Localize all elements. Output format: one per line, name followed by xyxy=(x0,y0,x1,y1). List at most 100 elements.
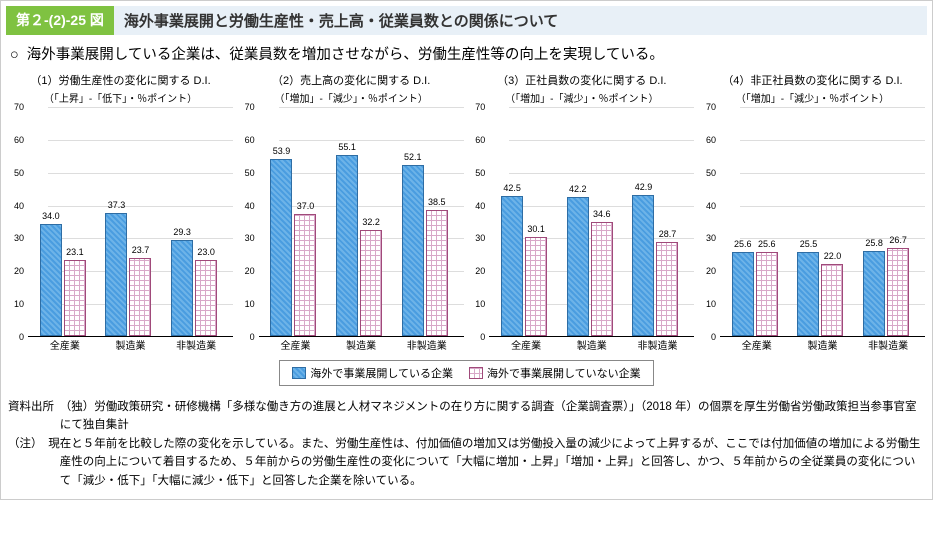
bar-group: 42.5 30.1 xyxy=(501,196,551,336)
x-label: 全産業 xyxy=(40,337,90,352)
bar-a: 25.6 xyxy=(732,252,754,336)
x-labels: 全産業 製造業非製造業 xyxy=(489,337,694,352)
x-label: 非製造業 xyxy=(632,337,682,352)
y-tick: 70 xyxy=(14,102,24,112)
legend-item-b: 海外で事業展開していない企業 xyxy=(469,365,641,381)
bar-a: 25.5 xyxy=(797,252,819,336)
bar-group: 55.132.2 xyxy=(336,155,386,336)
legend-item-a: 海外で事業展開している企業 xyxy=(292,365,453,381)
chart-4: （4）非正社員数の変化に関する D.I.（「増加」-「減少」・％ポイント）010… xyxy=(700,72,925,352)
figure-tag: 第２-(2)-25 図 xyxy=(6,6,114,35)
y-tick: 30 xyxy=(14,233,24,243)
bar-a: 25.8 xyxy=(863,251,885,336)
chart-2: （2）売上高の変化に関する D.I.（「増加」-「減少」・％ポイント）01020… xyxy=(239,72,464,352)
source-line: 資料出所 （独）労働政策研究・研修機構「多様な働き方の進展と人材マネジメントの在… xyxy=(8,398,925,435)
chart-area: 01020304050607042.530.142.234.642.928.7 xyxy=(489,107,694,337)
bar-group: 34.023.1 xyxy=(40,224,90,336)
figure-header: 第２-(2)-25 図 海外事業展開と労働生産性・売上高・従業員数との関係につい… xyxy=(6,6,927,35)
x-labels: 全産業製造業非製造業 xyxy=(259,337,464,352)
y-tick: 10 xyxy=(706,299,716,309)
x-labels: 全産業製造業非製造業 xyxy=(720,337,925,352)
y-tick: 10 xyxy=(475,299,485,309)
bar-b: 32.2 xyxy=(360,230,382,336)
chart-title: （2）売上高の変化に関する D.I. xyxy=(239,72,464,88)
y-tick: 0 xyxy=(19,332,24,342)
source-text: （独）労働政策研究・研修機構「多様な働き方の進展と人材マネジメントの在り方に関す… xyxy=(60,401,917,431)
bar-group: 25.522.0 xyxy=(797,252,847,336)
bar-label: 55.1 xyxy=(338,142,356,152)
y-tick: 40 xyxy=(245,201,255,211)
chart-subtitle: （「増加」-「減少」・％ポイント） xyxy=(469,90,694,105)
y-tick: 20 xyxy=(14,266,24,276)
y-tick: 40 xyxy=(475,201,485,211)
y-tick: 50 xyxy=(706,168,716,178)
bar-label: 42.9 xyxy=(635,182,653,192)
charts-row: （1）労働生産性の変化に関する D.I.（「上昇」-「低下」・％ポイント）010… xyxy=(6,72,927,352)
note-text: 現在と５年前を比較した際の変化を示している。また、労働生産性は、付加価値の増加又… xyxy=(48,438,920,487)
note-label: （注） xyxy=(8,438,37,450)
chart-title: （1）労働生産性の変化に関する D.I. xyxy=(8,72,233,88)
bar-label: 53.9 xyxy=(273,146,291,156)
bar-b: 23.1 xyxy=(64,260,86,336)
legend-swatch-b xyxy=(469,367,483,379)
chart-area: 01020304050607034.023.137.323.729.323.0 xyxy=(28,107,233,337)
bar-group: 52.1 38.5 xyxy=(402,165,452,336)
y-tick: 70 xyxy=(245,102,255,112)
x-label: 製造業 xyxy=(797,337,847,352)
x-label: 全産業 xyxy=(501,337,551,352)
chart-1: （1）労働生産性の変化に関する D.I.（「上昇」-「低下」・％ポイント）010… xyxy=(8,72,233,352)
bar-label: 25.5 xyxy=(800,239,818,249)
y-tick: 70 xyxy=(475,102,485,112)
y-tick: 60 xyxy=(245,135,255,145)
bar-label: 38.5 xyxy=(428,197,446,207)
chart-subtitle: （「増加」-「減少」・％ポイント） xyxy=(700,90,925,105)
footer: 資料出所 （独）労働政策研究・研修機構「多様な働き方の進展と人材マネジメントの在… xyxy=(6,394,927,494)
bar-label: 23.0 xyxy=(197,247,215,257)
x-label: 製造業 xyxy=(105,337,155,352)
bar-label: 37.3 xyxy=(108,200,126,210)
source-label: 資料出所 xyxy=(8,401,54,413)
bar-label: 26.7 xyxy=(889,235,907,245)
y-tick: 0 xyxy=(480,332,485,342)
note-line: （注） 現在と５年前を比較した際の変化を示している。また、労働生産性は、付加価値… xyxy=(8,435,925,490)
chart-area: 01020304050607053.937.055.132.252.138.5 xyxy=(259,107,464,337)
bar-label: 30.1 xyxy=(527,224,545,234)
legend-swatch-a xyxy=(292,367,306,379)
y-tick: 30 xyxy=(245,233,255,243)
x-labels: 全産業製造業 非製造業 xyxy=(28,337,233,352)
legend-label-a: 海外で事業展開している企業 xyxy=(310,365,453,381)
y-tick: 50 xyxy=(245,168,255,178)
bar-label: 23.7 xyxy=(132,245,150,255)
y-tick: 10 xyxy=(245,299,255,309)
bar-a: 52.1 xyxy=(402,165,424,336)
x-label: 製造業 xyxy=(336,337,386,352)
bar-group: 53.937.0 xyxy=(270,159,320,336)
bar-b: 26.7 xyxy=(887,248,909,336)
x-label: 全産業 xyxy=(732,337,782,352)
bar-group: 42.234.6 xyxy=(567,197,617,336)
plot: 53.937.055.132.252.138.5 xyxy=(259,107,464,336)
y-tick: 40 xyxy=(14,201,24,211)
plot: 25.625.625.522.025.826.7 xyxy=(720,107,925,336)
x-label: 非製造業 xyxy=(171,337,221,352)
bar-a: 42.5 xyxy=(501,196,523,336)
y-axis: 010203040506070 xyxy=(469,107,487,336)
bar-group: 25.625.6 xyxy=(732,252,782,336)
bar-group: 25.826.7 xyxy=(863,248,913,336)
bar-label: 37.0 xyxy=(297,201,315,211)
y-tick: 30 xyxy=(706,233,716,243)
chart-title: （4）非正社員数の変化に関する D.I. xyxy=(700,72,925,88)
bar-group: 37.323.7 xyxy=(105,213,155,336)
chart-title: （3）正社員数の変化に関する D.I. xyxy=(469,72,694,88)
y-tick: 50 xyxy=(475,168,485,178)
bar-label: 28.7 xyxy=(659,229,677,239)
bar-label: 32.2 xyxy=(362,217,380,227)
legend-label-b: 海外で事業展開していない企業 xyxy=(487,365,641,381)
x-label: 製造業 xyxy=(567,337,617,352)
bar-label: 25.8 xyxy=(865,238,883,248)
bar-group: 29.323.0 xyxy=(171,240,221,336)
y-tick: 10 xyxy=(14,299,24,309)
bar-a: 34.0 xyxy=(40,224,62,336)
figure-title: 海外事業展開と労働生産性・売上高・従業員数との関係について xyxy=(114,6,927,35)
y-tick: 30 xyxy=(475,233,485,243)
